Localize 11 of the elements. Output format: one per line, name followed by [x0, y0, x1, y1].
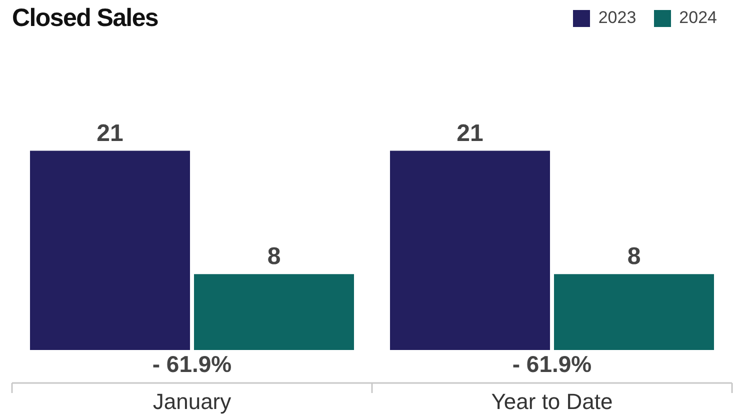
data-label: 21 [456, 120, 484, 147]
x-tick-label: Year to Date [491, 389, 613, 414]
x-tick-label: January [152, 389, 232, 414]
data-label: 8 [267, 243, 281, 270]
chart-title: Closed Sales [12, 4, 158, 33]
data-label: 8 [627, 243, 641, 270]
text: - 61.9% [152, 351, 232, 377]
legend-label: 2023 [598, 8, 636, 28]
text: - 61.9% [512, 351, 592, 377]
legend-label: 2024 [679, 8, 717, 28]
data-label: 21 [96, 120, 124, 147]
